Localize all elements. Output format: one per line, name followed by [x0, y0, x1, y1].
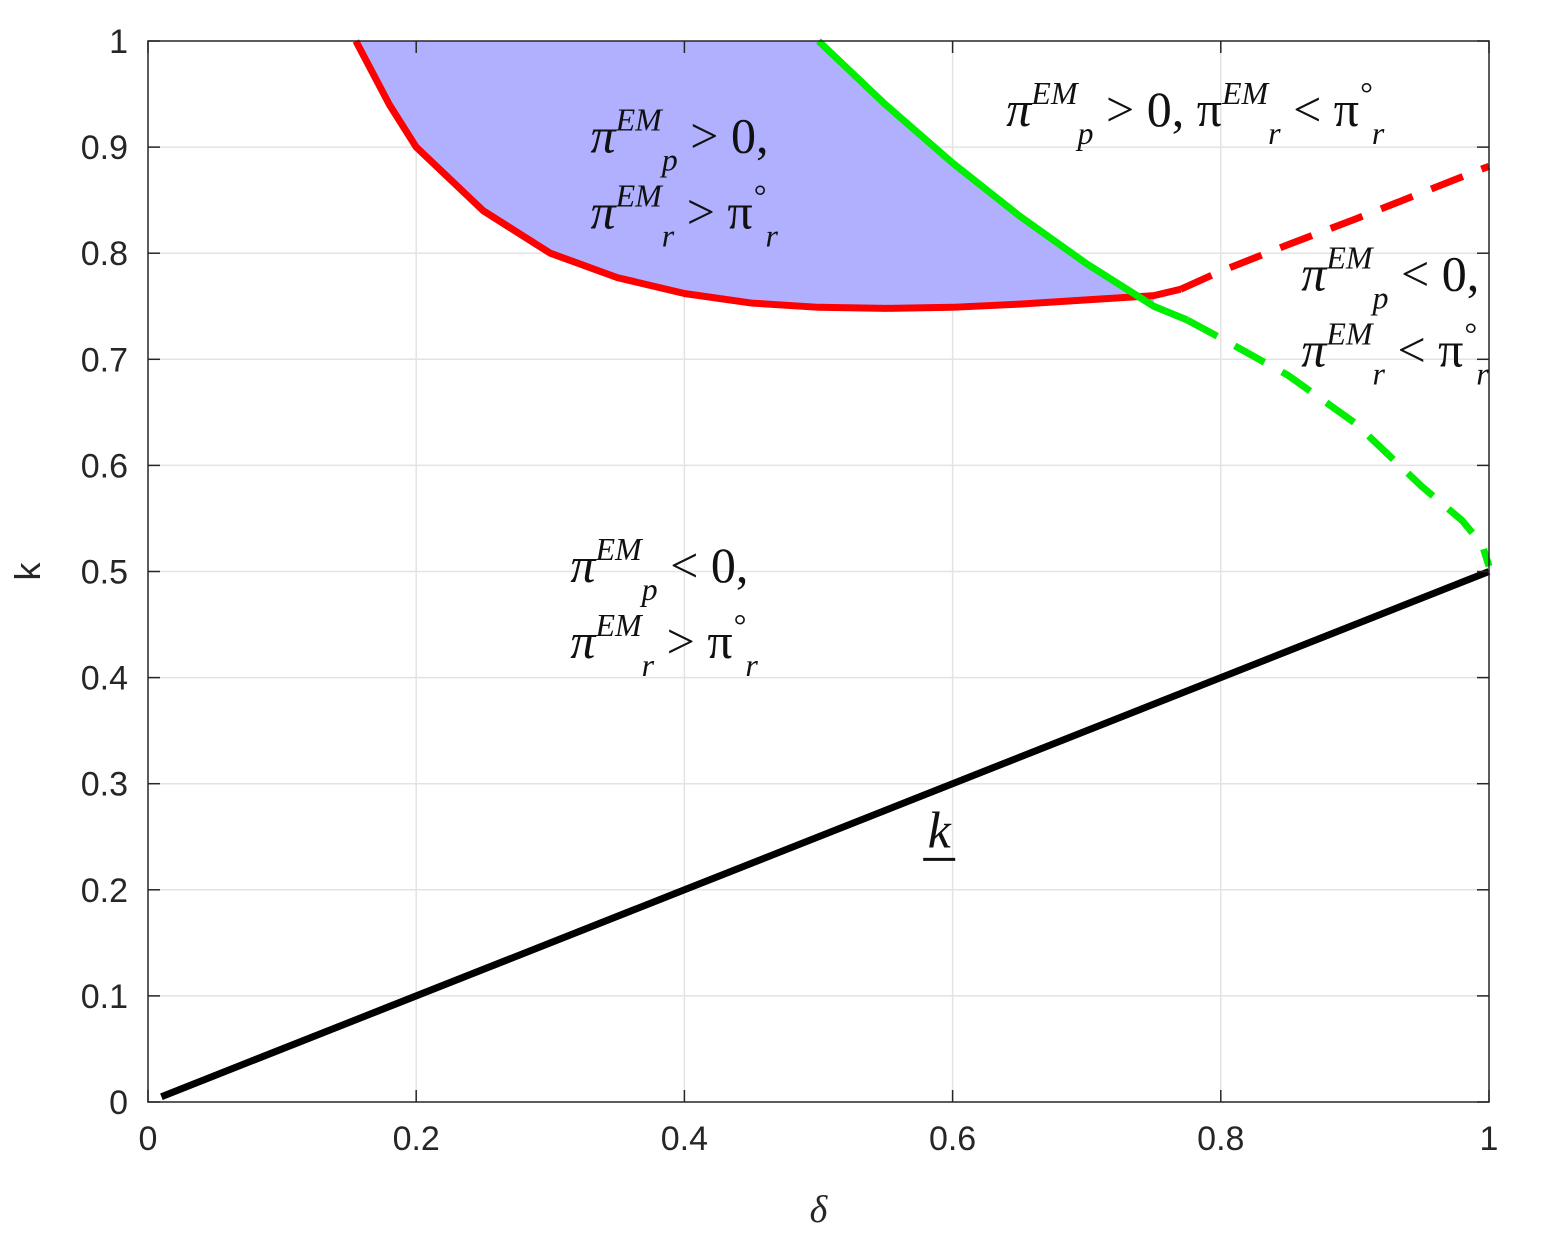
annotation-region_right-line-1: πEMr < π°r	[1301, 315, 1489, 391]
x-axis-label: δ	[810, 1189, 829, 1231]
annotation-region_middle: πEMp < 0,πEMr > π°r	[570, 531, 758, 683]
superscript: EM	[615, 177, 665, 213]
subscript: r	[745, 647, 758, 683]
superscript: °	[1463, 315, 1476, 351]
series-green-dashed-line	[1185, 316, 1493, 568]
curve-label-text: k	[928, 802, 952, 859]
symbol-pi: π	[570, 613, 597, 669]
subscript: r	[765, 217, 778, 253]
symbol-pi: π	[1301, 245, 1328, 301]
annotation-region_top_left-line-0: πEM p > 0,	[591, 101, 769, 177]
superscript: °	[1359, 75, 1372, 111]
superscript: EM	[615, 101, 665, 137]
superscript: EM	[1325, 315, 1375, 351]
superscript: °	[753, 177, 766, 213]
annotation-region_top_left: πEMp > 0,πEMr > π°r	[591, 101, 779, 253]
superscript: EM	[1030, 75, 1080, 111]
series-layer	[160, 38, 1493, 1100]
series-red-solid-line	[352, 39, 1182, 312]
symbol-pi: π	[591, 107, 618, 163]
subscript: p	[1076, 115, 1094, 151]
subscript: r	[1268, 115, 1281, 151]
annotation-region_top_left-line-1: πEM r > π° r	[591, 177, 779, 253]
y-axis-label: k	[7, 562, 48, 581]
symbol-pi: π	[591, 183, 618, 239]
subscript: r	[642, 647, 655, 683]
shaded-region	[355, 41, 1154, 309]
y-tick-label-10: 1	[109, 23, 128, 61]
y-tick-label-8: 0.8	[81, 235, 128, 273]
superscript: EM	[594, 607, 644, 643]
series-green-solid-line	[816, 38, 1189, 324]
superscript: EM	[1325, 239, 1375, 275]
tick-labels: 0 0.2 0.4 0.6 0.8 1 0 0.1 0.2 0.3 0.4 0.5 0.6 0.7 0.8 0…	[81, 23, 1499, 1158]
relation-text: > 0,	[678, 107, 769, 163]
y-tick-label-1: 0.1	[81, 978, 128, 1016]
x-tick-label-0: 0	[139, 1120, 158, 1158]
annotation-region_right-line-0: πEM p < 0,	[1301, 239, 1479, 315]
annotation-region_middle-line-0: πEM p < 0,	[570, 531, 748, 607]
x-tick-label-4: 0.8	[1197, 1120, 1244, 1158]
relation-text: < 0,	[658, 537, 749, 593]
relation-text: > π	[654, 613, 732, 669]
x-tick-label-5: 1	[1480, 1120, 1499, 1158]
y-tick-label-3: 0.3	[81, 766, 128, 804]
y-tick-label-5: 0.5	[81, 554, 128, 592]
x-tick-label-2: 0.4	[661, 1120, 708, 1158]
relation-text: > 0, π	[1094, 81, 1222, 137]
curve-label: k	[923, 802, 956, 861]
y-tick-label-7: 0.7	[81, 341, 128, 379]
symbol-pi: π	[570, 537, 597, 593]
annotation-region_top_right-line-0: πEMp > 0, πEMr < π°r	[1006, 75, 1385, 151]
subscript: r	[1373, 355, 1386, 391]
y-tick-label-9: 0.9	[81, 129, 128, 167]
subscript: r	[1476, 355, 1489, 391]
symbol-pi: π	[1301, 321, 1328, 377]
y-tick-label-2: 0.2	[81, 872, 128, 910]
relation-text: < π	[1281, 81, 1359, 137]
subscript: p	[1371, 279, 1389, 315]
annotation-region_top_right: πEMp > 0, πEMr < π°r	[1006, 75, 1385, 151]
annotation-region_right: πEMp < 0,πEMr < π°r	[1301, 239, 1489, 391]
series-red-dashed-line	[1179, 162, 1491, 293]
relation-text: < 0,	[1389, 245, 1480, 301]
subscript: r	[1372, 115, 1385, 151]
y-tick-label-0: 0	[109, 1084, 128, 1122]
subscript: r	[662, 217, 675, 253]
symbol-pi: π	[1006, 81, 1033, 137]
x-tick-label-3: 0.6	[929, 1120, 976, 1158]
annotation-region_middle-line-1: πEM r > π° r	[570, 607, 758, 683]
superscript: EM	[594, 531, 644, 567]
y-tick-label-6: 0.6	[81, 447, 128, 485]
y-tick-label-4: 0.4	[81, 660, 128, 698]
axes	[147, 40, 1490, 1103]
superscript: °	[733, 607, 746, 643]
relation-text: < π	[1385, 321, 1463, 377]
superscript: EM	[1221, 75, 1271, 111]
subscript: p	[640, 571, 658, 607]
relation-text: > π	[674, 183, 752, 239]
subscript: p	[660, 141, 678, 177]
series-black-solid-line	[160, 568, 1491, 1100]
x-tick-label-1: 0.2	[393, 1120, 440, 1158]
